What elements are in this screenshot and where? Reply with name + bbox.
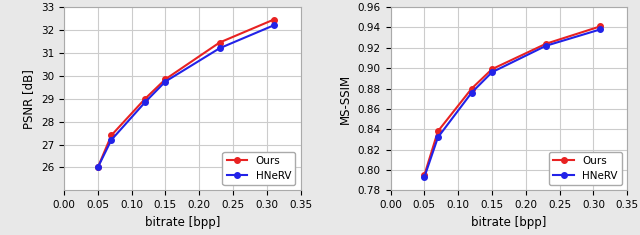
HNeRV	[488, 71, 496, 74]
HNeRV	[269, 24, 277, 27]
Ours	[94, 166, 102, 169]
Ours	[542, 42, 550, 45]
Ours	[488, 68, 496, 70]
Ours	[216, 41, 223, 44]
Ours	[434, 130, 442, 133]
HNeRV	[216, 47, 223, 50]
HNeRV	[542, 44, 550, 47]
HNeRV	[420, 176, 428, 179]
X-axis label: bitrate [bpp]: bitrate [bpp]	[471, 216, 547, 229]
Ours	[141, 97, 149, 100]
Legend: Ours, HNeRV: Ours, HNeRV	[223, 152, 296, 185]
Y-axis label: MS-SSIM: MS-SSIM	[339, 74, 352, 124]
Ours	[420, 174, 428, 176]
HNeRV	[161, 80, 169, 83]
Ours	[161, 78, 169, 81]
HNeRV	[596, 28, 604, 31]
Ours	[596, 25, 604, 28]
Ours	[468, 87, 476, 90]
Ours	[269, 18, 277, 21]
HNeRV	[141, 101, 149, 104]
Ours	[108, 134, 115, 137]
Line: HNeRV: HNeRV	[95, 23, 276, 170]
HNeRV	[108, 138, 115, 141]
Line: Ours: Ours	[95, 17, 276, 170]
HNeRV	[94, 166, 102, 169]
HNeRV	[468, 91, 476, 94]
Y-axis label: PSNR [dB]: PSNR [dB]	[22, 69, 35, 129]
X-axis label: bitrate [bpp]: bitrate [bpp]	[145, 216, 220, 229]
Legend: Ours, HNeRV: Ours, HNeRV	[549, 152, 622, 185]
HNeRV	[434, 136, 442, 139]
Line: Ours: Ours	[422, 24, 603, 178]
Line: HNeRV: HNeRV	[422, 27, 603, 180]
